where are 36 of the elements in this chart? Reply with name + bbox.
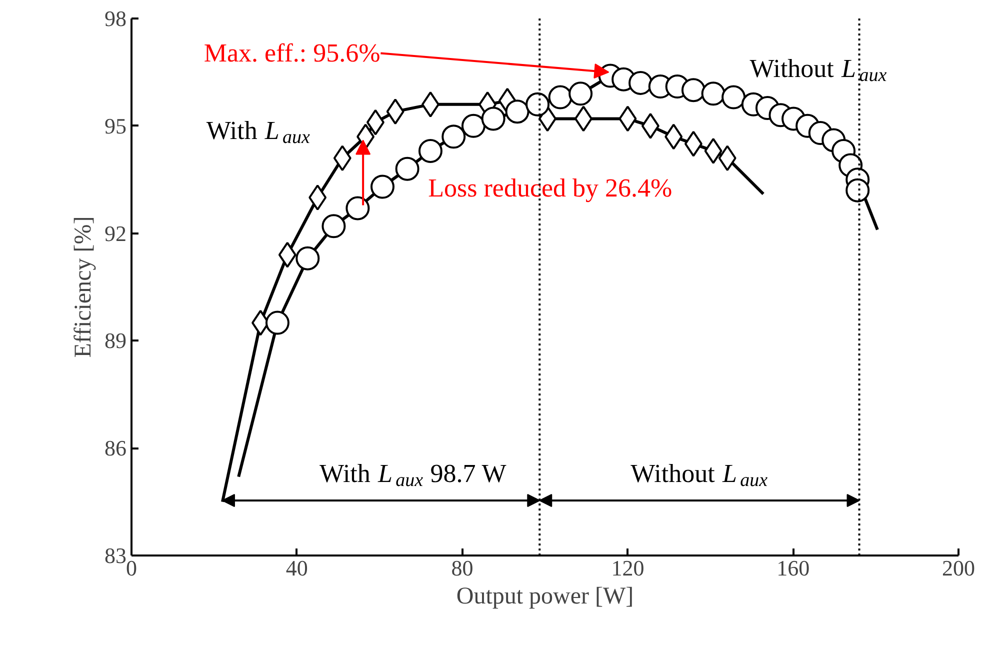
point (296, 246, 320, 270)
point (308, 184, 327, 210)
y-axis-title: Efficiency [%] (70, 216, 96, 358)
x-tick-label: 160 (776, 556, 810, 580)
x-tick-label: 40 (286, 556, 308, 580)
x-tick-label: 200 (942, 556, 975, 580)
point (548, 85, 572, 110)
point (322, 214, 346, 238)
y-tick-label: 98 (104, 6, 126, 31)
point (442, 124, 466, 149)
point (846, 178, 870, 202)
point (265, 310, 290, 335)
y-tick-label: 83 (104, 543, 126, 568)
x-tick-label: 80 (451, 556, 474, 580)
point (346, 196, 370, 220)
point (628, 70, 653, 95)
y-tick-label: 86 (104, 436, 126, 461)
point (395, 156, 420, 181)
x-axis-title: Output power [W] (456, 584, 634, 610)
y-tick-label: 89 (104, 328, 126, 354)
annotation: Loss reduced by 26.4% (428, 174, 672, 203)
point (681, 78, 706, 102)
point (722, 85, 746, 110)
point (461, 114, 486, 138)
y-tick-label: 95 (104, 113, 126, 138)
point (481, 106, 506, 131)
point (568, 82, 593, 106)
point (505, 100, 530, 124)
annotation: Max. eff.: 95.6% (204, 38, 380, 68)
point (370, 174, 394, 199)
x-tick-label: 120 (611, 556, 644, 580)
point (526, 92, 550, 116)
y-tick-label: 92 (104, 220, 126, 246)
x-tick-label: 0 (126, 556, 137, 580)
point (418, 138, 442, 163)
point (701, 82, 726, 106)
